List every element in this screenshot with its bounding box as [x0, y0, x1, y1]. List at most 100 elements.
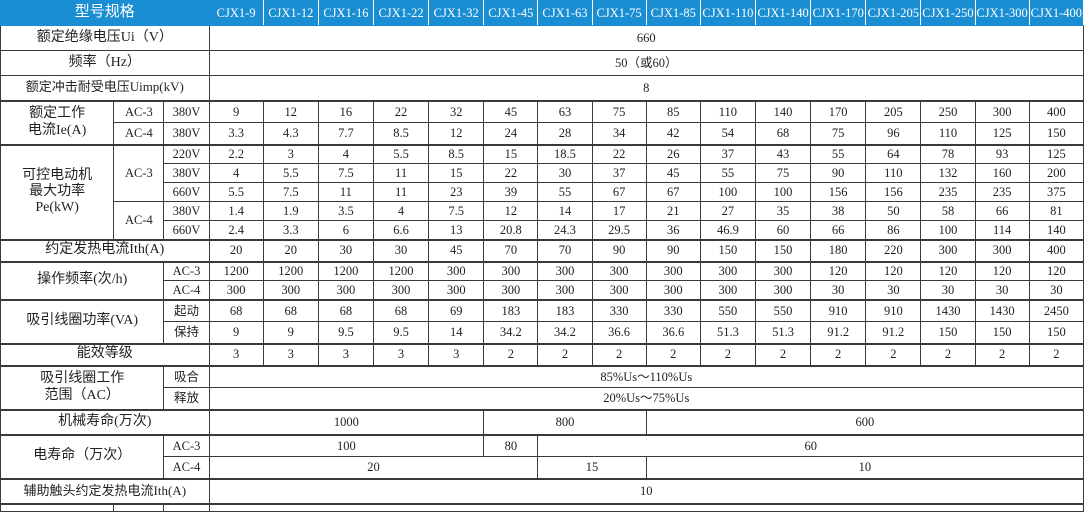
partial-cell-label	[0, 503, 115, 512]
label-efficiency: 能效等级	[0, 343, 210, 366]
cell-ith-8: 90	[645, 239, 701, 262]
label-rated-current-line1: 额定工作	[29, 106, 86, 122]
cell-ie-ac3-10: 140	[754, 100, 812, 123]
cell-pe-ac3-660-12: 156	[865, 182, 922, 202]
cell-coil-start-5: 183	[483, 299, 539, 322]
cell-pe-ac4-380-11: 38	[810, 201, 867, 221]
cell-ie-ac4-11: 75	[810, 122, 867, 145]
row-motor-power-ac4-660: 660V 2.4 3.3 6 6.6 13 20.8 24.3 29.5 36 …	[0, 220, 1084, 240]
cell-ie-ac3-6: 63	[537, 100, 593, 123]
row-efficiency-grade: 能效等级 3 3 3 3 3 2 2 2 2 2 2 2 2 2 2 2	[0, 343, 1084, 366]
cell-pe-ac4-660-8: 36	[645, 220, 701, 240]
row-frequency: 频率（Hz） 50（或60）	[0, 50, 1084, 76]
cell-pe-ac4-380-9: 27	[699, 201, 756, 221]
row-coil-range-dropout: 释放 20%Us～75%Us	[0, 387, 1084, 410]
cell-ie-ac3-2: 16	[317, 100, 374, 123]
cell-ops-ac4-15: 30	[1028, 280, 1084, 300]
model-header-14: CJX1-300	[974, 0, 1030, 26]
cell-coil-start-8: 330	[645, 299, 701, 322]
cell-pe-ac3-380-3: 11	[372, 163, 430, 183]
label-aux-ith: 辅助触头约定发热电流Ith(A)	[0, 478, 210, 504]
cell-coil-hold-14: 150	[974, 321, 1030, 344]
model-header-7: CJX1-75	[591, 0, 647, 26]
cell-ie-ac3-12: 205	[865, 100, 922, 123]
cell-ops-ac4-14: 30	[974, 280, 1030, 300]
cell-ie-ac4-10: 68	[754, 122, 812, 145]
cell-pe-ac4-660-15: 140	[1028, 220, 1084, 240]
cell-pe-ac4-380-7: 17	[591, 201, 647, 221]
cell-pe-ac3-220-7: 22	[591, 144, 647, 164]
cell-ops-ac3-3: 1200	[372, 261, 430, 281]
cell-elec-life-ac4-seg-0: 20	[208, 456, 539, 479]
cell-ith-10: 150	[754, 239, 812, 262]
label-ith: 约定发热电流Ith(A)	[0, 239, 210, 262]
label-motor-power-line2: 最大功率	[29, 183, 86, 199]
cell-ie-ac3-5: 45	[483, 100, 539, 123]
model-header-6: CJX1-63	[537, 0, 593, 26]
cell-pe-ac4-380-4: 7.5	[428, 201, 485, 221]
cell-ith-12: 220	[865, 239, 922, 262]
value-coil-pickup: 85%Us～110%Us	[208, 365, 1084, 388]
cell-ops-ac4-3: 300	[372, 280, 430, 300]
cell-ie-ac3-9: 110	[699, 100, 756, 123]
cell-pe-ac4-660-9: 46.9	[699, 220, 756, 240]
cell-pe-ac3-380-7: 37	[591, 163, 647, 183]
cell-eff-8: 2	[645, 343, 701, 366]
cell-ops-ac3-5: 300	[483, 261, 539, 281]
cell-ie-ac4-12: 96	[865, 122, 922, 145]
cell-ops-ac4-11: 30	[810, 280, 867, 300]
cell-pe-ac3-380-10: 75	[754, 163, 812, 183]
cell-coil-start-0: 68	[208, 299, 264, 322]
volt-ie-ac3: 380V	[163, 100, 210, 123]
value-uimp: 8	[208, 75, 1084, 101]
cell-pe-ac4-660-4: 13	[428, 220, 485, 240]
cell-eff-0: 3	[208, 343, 264, 366]
cell-ops-ac4-4: 300	[428, 280, 485, 300]
cell-pe-ac4-380-8: 21	[645, 201, 701, 221]
row-conventional-thermal-current: 约定发热电流Ith(A) 20 20 30 30 45 70 70 90 90 …	[0, 239, 1084, 262]
cell-coil-start-13: 1430	[920, 299, 976, 322]
cell-ith-7: 90	[591, 239, 647, 262]
cell-ie-ac3-14: 300	[974, 100, 1030, 123]
cell-pe-ac3-660-9: 100	[699, 182, 756, 202]
cell-pe-ac4-380-3: 4	[372, 201, 430, 221]
label-motor-power-line3: Pe(kW)	[35, 200, 79, 216]
cell-pe-ac4-380-5: 12	[483, 201, 539, 221]
cell-ie-ac4-14: 125	[974, 122, 1030, 145]
model-header-10: CJX1-140	[754, 0, 812, 26]
cell-pe-ac3-660-10: 100	[754, 182, 812, 202]
cell-ops-ac3-12: 120	[865, 261, 922, 281]
cell-eff-5: 2	[483, 343, 539, 366]
cell-pe-ac3-380-1: 5.5	[262, 163, 319, 183]
model-header-13: CJX1-250	[920, 0, 976, 26]
cell-pe-ac3-220-6: 18.5	[537, 144, 593, 164]
cell-pe-ac4-380-14: 66	[974, 201, 1030, 221]
cell-pe-ac4-660-1: 3.3	[262, 220, 319, 240]
cell-pe-ac3-660-6: 55	[537, 182, 593, 202]
cell-pe-ac3-660-11: 156	[810, 182, 867, 202]
cell-elec-life-ac3-seg-1: 80	[483, 434, 539, 457]
label-rated-current: 额定工作 电流Ie(A)	[0, 100, 115, 145]
cell-pe-ac3-380-11: 90	[810, 163, 867, 183]
label-coil-power: 吸引线圈功率(VA)	[0, 299, 165, 344]
cell-ops-ac4-5: 300	[483, 280, 539, 300]
row-operating-frequency-ac3: 操作频率(次/h) AC-3 1200 1200 1200 1200 300 3…	[0, 261, 1084, 300]
cell-ops-ac4-10: 300	[754, 280, 812, 300]
cell-ops-ac3-10: 300	[754, 261, 812, 281]
cell-ops-ac4-2: 300	[317, 280, 374, 300]
cell-pe-ac3-380-8: 45	[645, 163, 701, 183]
cell-pe-ac3-220-1: 3	[262, 144, 319, 164]
cell-pe-ac3-220-10: 43	[754, 144, 812, 164]
model-header-3: CJX1-22	[372, 0, 430, 26]
cell-eff-13: 2	[920, 343, 976, 366]
row-coil-power-start: 吸引线圈功率(VA) 起动 68 68 68 68 69 183 183 330…	[0, 299, 1084, 344]
cell-pe-ac3-380-12: 110	[865, 163, 922, 183]
cell-pe-ac4-660-7: 29.5	[591, 220, 647, 240]
cell-coil-start-4: 69	[428, 299, 485, 322]
model-header-5: CJX1-45	[483, 0, 539, 26]
cell-pe-ac3-380-9: 55	[699, 163, 756, 183]
row-motor-power-ac4-380: AC-4 380V 1.4 1.9 3.5 4 7.5 12 14 17 21 …	[1, 201, 1084, 240]
label-operating-frequency: 操作频率(次/h)	[0, 261, 165, 300]
cell-eff-11: 2	[810, 343, 867, 366]
cell-ie-ac4-5: 24	[483, 122, 539, 145]
